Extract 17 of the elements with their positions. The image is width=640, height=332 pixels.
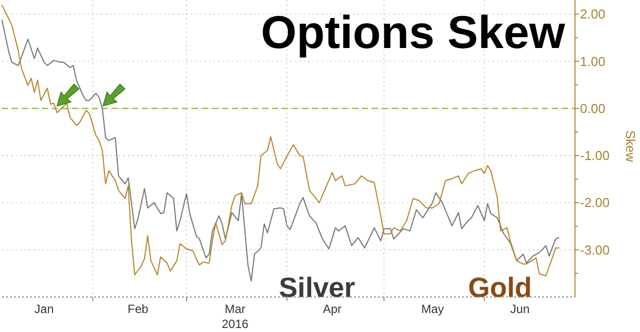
y-tick-label: -3.00 — [580, 242, 610, 258]
chart-title: Options Skew — [260, 6, 566, 58]
series-label: Silver — [278, 272, 356, 303]
x-axis-title: 2016 — [222, 317, 249, 331]
y-tick-label: -2.00 — [580, 195, 610, 210]
x-tick-label: May — [421, 302, 444, 316]
y-tick-label: -1.00 — [580, 148, 610, 164]
y-tick-label: 1.00 — [580, 54, 606, 69]
y-tick-label: 2.00 — [580, 6, 606, 22]
x-tick-label: Mar — [224, 302, 246, 316]
y-axis-title: Skew — [623, 130, 638, 163]
x-tick-label: Jan — [34, 302, 54, 316]
x-tick-label: Apr — [322, 302, 342, 316]
x-tick-label: Feb — [128, 302, 149, 316]
x-tick-label: Jun — [510, 302, 530, 316]
y-tick-label: 0.00 — [580, 100, 606, 116]
series-label: Gold — [468, 272, 532, 303]
